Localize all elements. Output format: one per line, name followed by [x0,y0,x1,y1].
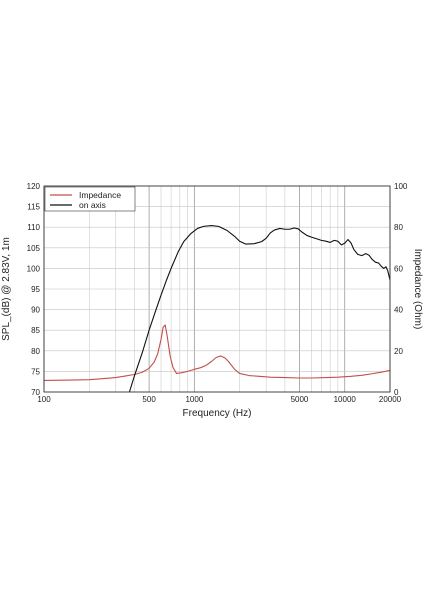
series-line-on-axis [128,225,391,393]
x-tick-label: 20000 [379,395,402,404]
x-tick-label: 10000 [334,395,357,404]
y2-tick-label: 0 [394,388,399,397]
x-axis-title: Frequency (Hz) [183,408,252,419]
y2-tick-label: 80 [394,223,403,232]
y-tick-label: 95 [31,285,40,294]
y-tick-label: 80 [31,347,40,356]
y-tick-label: 90 [31,306,40,315]
series-line-impedance [43,324,391,382]
legend-box [44,186,136,212]
y-tick-label: 70 [31,388,40,397]
y-tick-label: 120 [27,182,41,191]
y2-tick-label: 20 [394,347,403,356]
x-tick-label: 5000 [291,395,309,404]
y-tick-label: 115 [27,203,40,212]
y2-tick-label: 100 [394,182,408,191]
y-tick-label: 100 [27,264,41,273]
y2-tick-label: 60 [394,264,403,273]
plot-area-frame [43,185,391,393]
y-tick-label: 105 [27,244,41,253]
y2-tick-label: 40 [394,306,403,315]
x-tick-label: 100 [37,395,51,404]
tick-labels: 100 500 1000 5000 10000 200007075808590951001… [27,182,408,404]
legend-label-on-axis: on axis [79,200,106,210]
legend: Impedance on axis [44,186,136,212]
y2-axis-title: Impedance (Ohm) [412,249,423,330]
x-tick-label: 500 [142,395,156,404]
series-layer [43,225,391,393]
legend-label-impedance: Impedance [79,190,121,200]
y-tick-label: 85 [31,326,40,335]
y-tick-label: 110 [27,223,40,232]
y-axis-title: SPL_(dB) @ 2.83V, 1m [1,237,12,341]
x-tick-label: 1000 [185,395,203,404]
y-tick-label: 75 [31,367,40,376]
